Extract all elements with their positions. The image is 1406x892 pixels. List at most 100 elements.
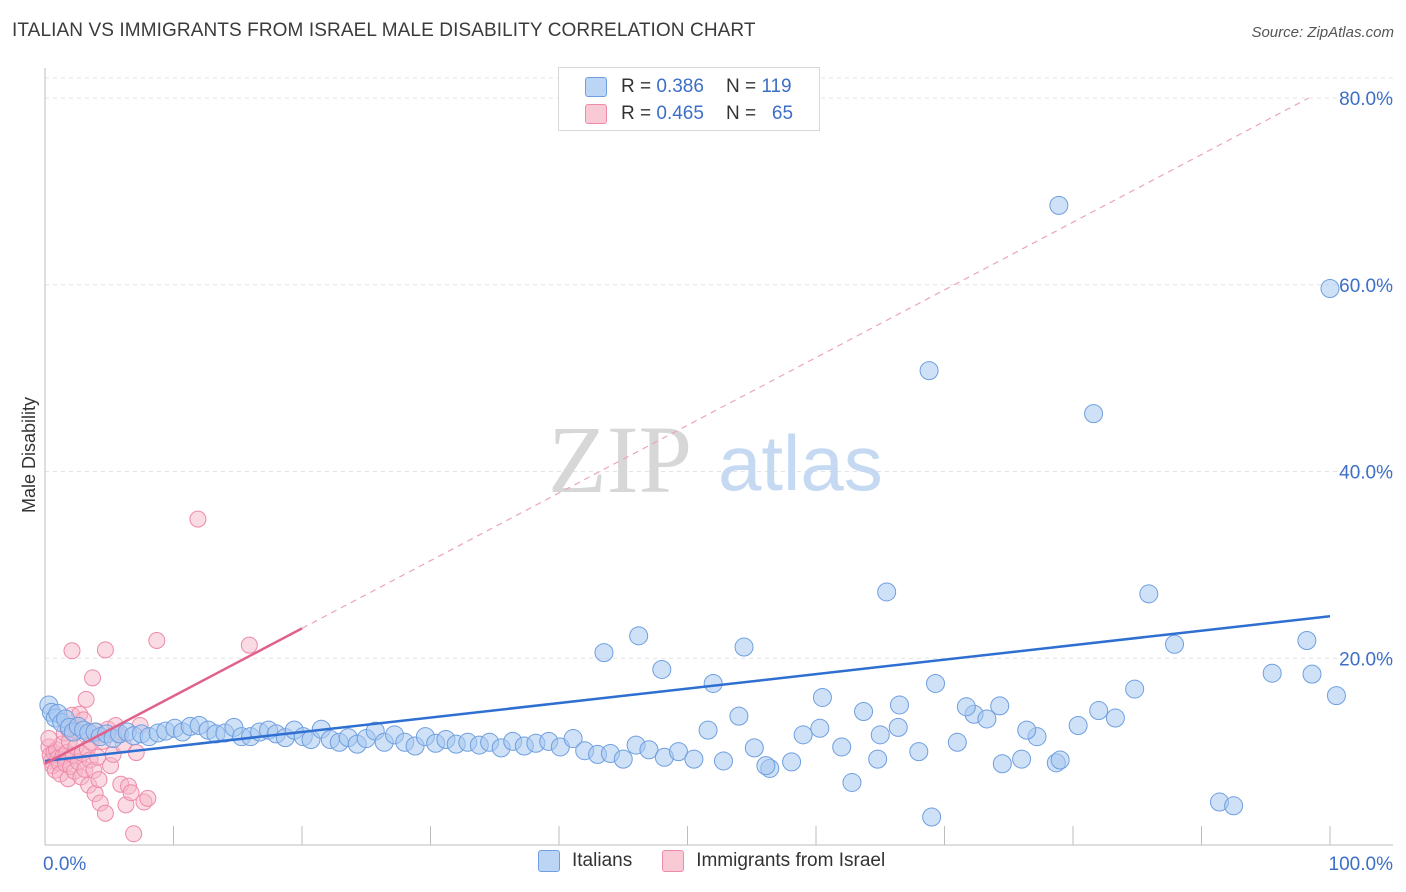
x-tick-labels: 0.0% 100.0% bbox=[43, 854, 1393, 875]
italians-point bbox=[1125, 679, 1145, 699]
italians-point bbox=[1326, 686, 1346, 706]
legend-swatch-blue bbox=[585, 77, 607, 97]
legend-swatch-pink bbox=[585, 104, 607, 124]
israel-point bbox=[77, 690, 95, 708]
italians-point bbox=[684, 749, 704, 769]
y-tick-labels: 20.0% 40.0% 60.0% 80.0% bbox=[1339, 89, 1393, 670]
legend-n-label: N = bbox=[725, 76, 757, 97]
italians-point bbox=[922, 807, 942, 827]
italians-point bbox=[990, 696, 1010, 716]
italians-point bbox=[734, 637, 754, 657]
legend-r-label: R = bbox=[621, 103, 652, 124]
chart-title: ITALIAN VS IMMIGRANTS FROM ISRAEL MALE D… bbox=[12, 20, 756, 41]
israel-point bbox=[84, 669, 102, 687]
y-axis-title: Male Disability bbox=[19, 397, 39, 513]
italians-point bbox=[1320, 278, 1340, 298]
italians-point bbox=[992, 754, 1012, 774]
italians-point bbox=[563, 729, 583, 749]
italians-point bbox=[756, 756, 776, 776]
italians-trend-line bbox=[44, 614, 1331, 763]
italians-point bbox=[870, 725, 890, 745]
legend-r-value: 0.465 bbox=[656, 103, 704, 124]
israel-point bbox=[240, 636, 258, 654]
italians-point bbox=[1049, 195, 1069, 215]
italians-point bbox=[629, 626, 649, 646]
source-credit: Source: ZipAtlas.com bbox=[1251, 24, 1394, 41]
israel-point bbox=[125, 825, 143, 843]
watermark-zip: ZIP bbox=[548, 406, 692, 513]
y-tick-label: 60.0% bbox=[1339, 276, 1393, 297]
gridlines bbox=[45, 77, 1393, 659]
italians-point bbox=[1017, 720, 1037, 740]
italians-point bbox=[1084, 404, 1104, 424]
x-tick-label: 100.0% bbox=[1329, 854, 1394, 875]
italians-point bbox=[1262, 663, 1282, 683]
italians-point bbox=[639, 740, 659, 760]
italians-point bbox=[782, 752, 802, 772]
israel-point bbox=[189, 510, 207, 528]
israel-trend-extension bbox=[301, 97, 1310, 629]
legend-n-label: N = bbox=[725, 103, 757, 124]
italians-point bbox=[888, 717, 908, 737]
italians-point bbox=[669, 742, 689, 762]
legend-r-value: 0.386 bbox=[656, 76, 704, 97]
italians-point bbox=[1050, 750, 1070, 770]
italians-point bbox=[703, 673, 723, 693]
legend-n-value: 119 bbox=[761, 76, 792, 97]
italians-point bbox=[1012, 749, 1032, 769]
italians-point bbox=[842, 772, 862, 792]
italians-point bbox=[1139, 584, 1159, 604]
y-tick-label: 40.0% bbox=[1339, 463, 1393, 484]
legend-swatch-blue bbox=[538, 850, 560, 872]
italians-point bbox=[854, 701, 874, 721]
italians-point bbox=[729, 706, 749, 726]
italians-point bbox=[1105, 708, 1125, 728]
israel-point bbox=[96, 804, 114, 822]
italians-point bbox=[1165, 634, 1185, 654]
israel-points bbox=[40, 510, 258, 843]
israel-point bbox=[139, 789, 157, 807]
legend-item-israel[interactable]: Immigrants from Israel bbox=[662, 850, 885, 872]
x-tick-label: 0.0% bbox=[43, 854, 86, 875]
legend-label-israel: Immigrants from Israel bbox=[696, 850, 886, 871]
israel-point bbox=[63, 642, 81, 660]
y-tick-label: 80.0% bbox=[1339, 89, 1393, 110]
israel-point bbox=[96, 641, 114, 659]
italians-point bbox=[956, 697, 976, 717]
italians-points bbox=[39, 195, 1346, 827]
italians-point bbox=[832, 737, 852, 757]
israel-point bbox=[90, 771, 108, 789]
italians-point bbox=[698, 720, 718, 740]
israel-point bbox=[148, 632, 166, 650]
italians-point bbox=[594, 643, 614, 663]
italians-point bbox=[868, 749, 888, 769]
italians-point bbox=[1224, 796, 1244, 816]
trend-lines bbox=[44, 97, 1331, 765]
italians-point bbox=[977, 709, 997, 729]
watermark-atlas: atlas bbox=[718, 419, 883, 507]
italians-point bbox=[1302, 664, 1322, 684]
israel-trend-line bbox=[44, 627, 303, 765]
legend-item-italians[interactable]: Italians bbox=[538, 850, 632, 872]
legend-swatch-pink bbox=[662, 850, 685, 872]
italians-point bbox=[877, 582, 897, 602]
italians-point bbox=[1068, 715, 1088, 735]
stats-legend: R = 0.386 N = 119 R = 0.465 N = 65 bbox=[558, 67, 820, 131]
italians-point bbox=[890, 695, 910, 715]
italians-point bbox=[909, 742, 929, 762]
italians-point bbox=[713, 751, 733, 771]
italians-point bbox=[947, 732, 967, 752]
italians-point bbox=[810, 718, 830, 738]
legend-row-israel: R = 0.465 N = 65 bbox=[585, 102, 793, 126]
legend-label-italians: Italians bbox=[572, 850, 633, 871]
italians-point bbox=[926, 673, 946, 693]
italians-point bbox=[812, 687, 832, 707]
legend-row-italians: R = 0.386 N = 119 bbox=[585, 75, 792, 99]
italians-point bbox=[652, 659, 672, 679]
italians-point bbox=[1297, 631, 1317, 651]
italians-point bbox=[744, 738, 764, 758]
italians-point bbox=[613, 749, 633, 769]
italians-point bbox=[793, 725, 813, 745]
israel-point bbox=[122, 784, 140, 802]
